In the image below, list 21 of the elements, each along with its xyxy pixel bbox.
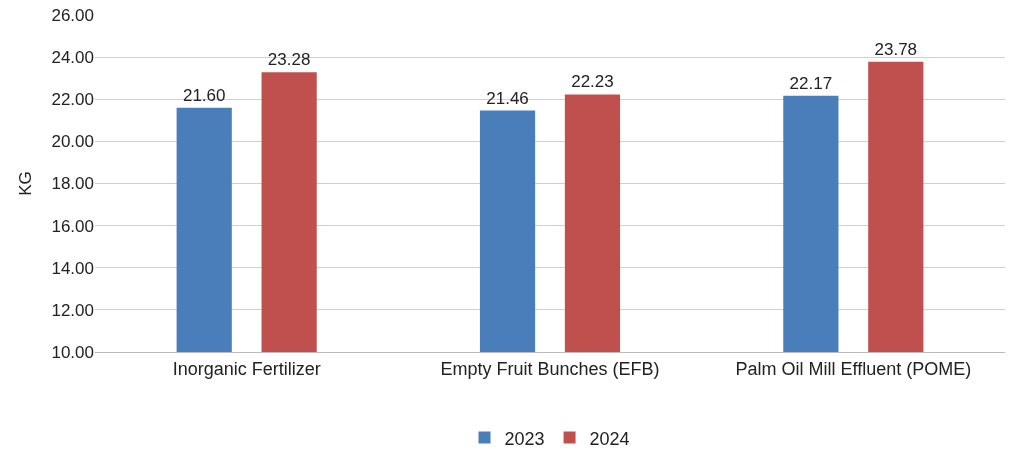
x-tick-label: Empty Fruit Bunches (EFB) bbox=[440, 358, 660, 379]
data-label: 23.28 bbox=[267, 50, 311, 70]
y-tick-label: 16.00 bbox=[51, 216, 94, 236]
data-label: 22.17 bbox=[789, 73, 833, 93]
y-tick-label: 18.00 bbox=[51, 174, 94, 194]
y-tick-label: 20.00 bbox=[51, 132, 94, 152]
data-label: 21.60 bbox=[182, 85, 226, 105]
x-tick-label: Inorganic Fertilizer bbox=[172, 358, 321, 379]
y-tick-label: 22.00 bbox=[51, 90, 94, 110]
y-tick-label: 10.00 bbox=[51, 342, 94, 362]
data-label: 21.46 bbox=[486, 88, 529, 108]
data-label: 22.23 bbox=[571, 72, 614, 92]
x-tick-label: Palm Oil Mill Effluent (POME) bbox=[735, 358, 972, 379]
y-tick-label: 24.00 bbox=[51, 48, 94, 68]
y-axis-title: KG bbox=[16, 171, 35, 196]
y-tick-label: 12.00 bbox=[51, 300, 94, 320]
legend-label: 2024 bbox=[589, 428, 630, 449]
data-label: 23.78 bbox=[874, 39, 918, 59]
y-tick-label: 14.00 bbox=[51, 258, 94, 278]
y-tick-label: 26.00 bbox=[51, 5, 94, 25]
legend-label: 2023 bbox=[504, 428, 545, 449]
